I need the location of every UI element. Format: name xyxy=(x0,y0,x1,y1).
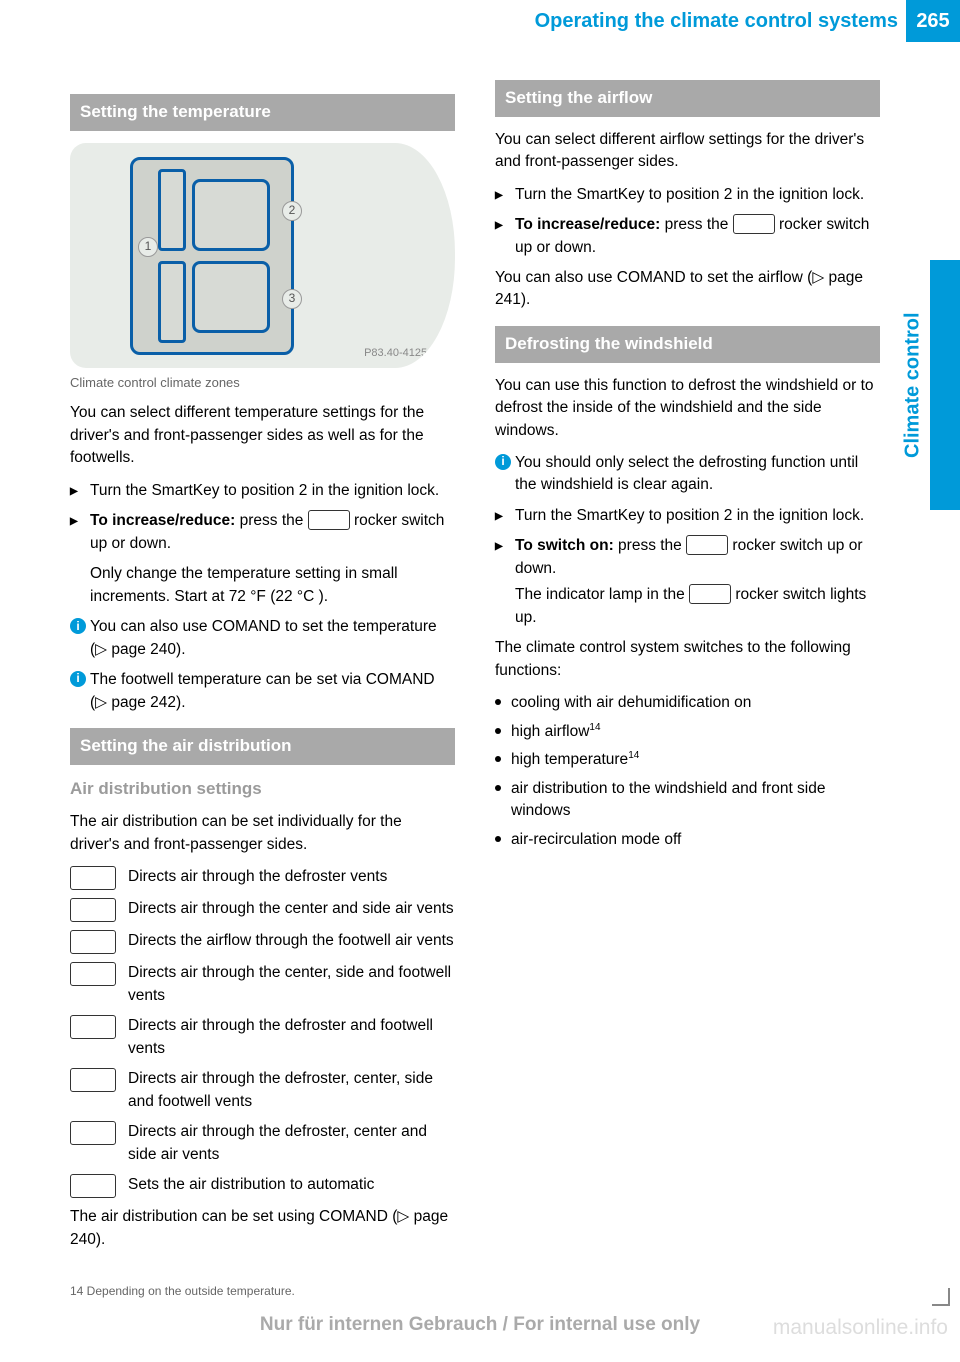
section-header-distribution: Setting the air distribution xyxy=(70,728,455,765)
defroster-vents-icon xyxy=(70,866,116,890)
body-text: The air distribution can be set individu… xyxy=(70,811,455,856)
distribution-row: Directs air through the center and side … xyxy=(70,898,455,922)
info-item: i The footwell temperature can be set vi… xyxy=(70,669,455,714)
distribution-row: Directs air through the defroster vents xyxy=(70,866,455,890)
step-item: To increase/reduce: press the rocker swi… xyxy=(70,510,455,608)
info-icon: i xyxy=(70,618,86,634)
body-text: You can use this function to defrost the… xyxy=(495,375,880,442)
info-text: You can also use COMAND to set the tempe… xyxy=(90,616,455,661)
step-text: Turn the SmartKey to position 2 in the i… xyxy=(90,480,455,502)
footnote: 14 Depending on the outside temperature. xyxy=(70,1284,295,1298)
side-tab-label: Climate control xyxy=(898,260,928,510)
distribution-row: Directs air through the center, side and… xyxy=(70,962,455,1007)
step-item: To switch on: press the rocker switch up… xyxy=(495,535,880,629)
list-item: high temperature14 xyxy=(495,749,880,772)
climate-zones-diagram: 1 2 3 P83.40-4125-31 xyxy=(70,143,455,368)
step-item: Turn the SmartKey to position 2 in the i… xyxy=(70,480,455,502)
defroster-footwell-icon xyxy=(70,1015,116,1039)
triangle-icon xyxy=(495,535,515,629)
header-title: Operating the climate control systems xyxy=(535,10,906,33)
side-tab xyxy=(930,260,960,510)
list-item: air distribution to the windshield and f… xyxy=(495,778,880,823)
info-text: You should only select the defrosting fu… xyxy=(515,452,880,497)
section-header-defrost: Defrosting the windshield xyxy=(495,326,880,363)
triangle-icon xyxy=(70,480,90,502)
info-item: i You can also use COMAND to set the tem… xyxy=(70,616,455,661)
temperature-rocker-icon xyxy=(308,510,350,530)
info-text: The footwell temperature can be set via … xyxy=(90,669,455,714)
list-item: air-recirculation mode off xyxy=(495,829,880,851)
defrost-rocker-icon xyxy=(686,535,728,555)
triangle-icon xyxy=(495,214,515,259)
distribution-row: Directs air through the defroster, cente… xyxy=(70,1068,455,1113)
section-header-temperature: Setting the temperature xyxy=(70,94,455,131)
watermark: manualsonline.info xyxy=(773,1316,948,1340)
step-item: Turn the SmartKey to position 2 in the i… xyxy=(495,184,880,206)
body-text: You can select different airflow setting… xyxy=(495,129,880,174)
airflow-rocker-icon xyxy=(733,214,775,234)
body-text: You can select different temperature set… xyxy=(70,402,455,469)
footwell-vents-icon xyxy=(70,930,116,954)
step-item: To increase/reduce: press the rocker swi… xyxy=(495,214,880,259)
list-item: cooling with air dehumidification on xyxy=(495,692,880,714)
triangle-icon xyxy=(495,505,515,527)
page-header: Operating the climate control systems 26… xyxy=(0,0,960,42)
auto-distribution-icon xyxy=(70,1174,116,1198)
defroster-center-side-icon xyxy=(70,1121,116,1145)
list-item: high airflow14 xyxy=(495,721,880,744)
step-item: Turn the SmartKey to position 2 in the i… xyxy=(495,505,880,527)
distribution-row: Directs the airflow through the footwell… xyxy=(70,930,455,954)
triangle-icon xyxy=(495,184,515,206)
distribution-row: Directs air through the defroster and fo… xyxy=(70,1015,455,1060)
crop-mark-icon xyxy=(932,1288,950,1306)
info-icon: i xyxy=(70,671,86,687)
step-text: To increase/reduce: press the rocker swi… xyxy=(515,214,880,259)
info-icon: i xyxy=(495,454,511,470)
page-content: Setting the temperature 1 2 3 P83.40-412… xyxy=(70,80,880,1272)
step-text: To increase/reduce: press the rocker swi… xyxy=(90,510,455,608)
step-text: To switch on: press the rocker switch up… xyxy=(515,535,880,629)
info-item: i You should only select the defrosting … xyxy=(495,452,880,497)
center-side-footwell-icon xyxy=(70,962,116,986)
distribution-row: Directs air through the defroster, cente… xyxy=(70,1121,455,1166)
step-text: Turn the SmartKey to position 2 in the i… xyxy=(515,184,880,206)
section-header-airflow: Setting the airflow xyxy=(495,80,880,117)
sub-header: Air distribution settings xyxy=(70,777,455,802)
triangle-icon xyxy=(70,510,90,608)
defrost-rocker-icon xyxy=(689,584,731,604)
body-text: The air distribution can be set using CO… xyxy=(70,1206,455,1251)
center-side-vents-icon xyxy=(70,898,116,922)
body-text: You can also use COMAND to set the airfl… xyxy=(495,267,880,312)
distribution-row: Sets the air distribution to automatic xyxy=(70,1174,455,1198)
body-text: The climate control system switches to t… xyxy=(495,637,880,682)
page-number: 265 xyxy=(906,0,960,42)
step-text: Turn the SmartKey to position 2 in the i… xyxy=(515,505,880,527)
diagram-caption: Climate control climate zones xyxy=(70,374,455,393)
diagram-code: P83.40-4125-31 xyxy=(364,346,443,362)
all-vents-icon xyxy=(70,1068,116,1092)
function-list: cooling with air dehumidification on hig… xyxy=(495,692,880,851)
